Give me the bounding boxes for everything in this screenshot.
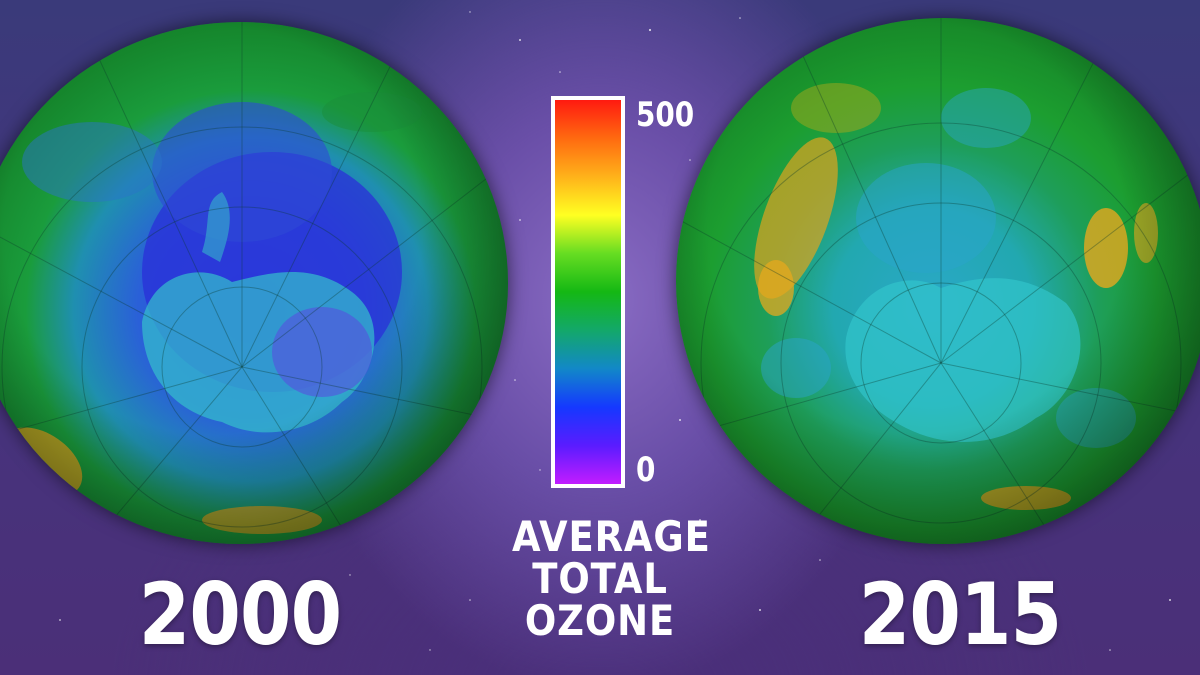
ozone-map-2000	[0, 22, 508, 544]
year-label-2015: 2015	[858, 565, 1062, 665]
legend-title-line-3: OZONE	[524, 596, 676, 645]
ozone-globe-2000	[0, 22, 508, 544]
ozone-colorbar	[551, 96, 625, 488]
ozone-globe-2015	[676, 18, 1200, 544]
legend-title-line-2: TOTAL	[532, 554, 668, 603]
colorbar-max-label: 500	[636, 95, 695, 135]
ozone-map-2015	[676, 18, 1200, 544]
colorbar-min-label: 0	[636, 450, 656, 490]
year-label-2000: 2000	[138, 565, 342, 665]
legend-title-line-1: AVERAGE	[512, 512, 711, 561]
